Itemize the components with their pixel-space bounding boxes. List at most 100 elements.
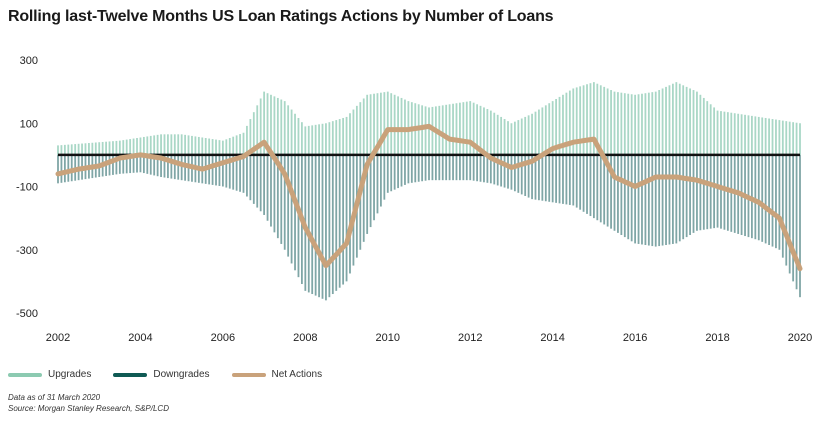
legend-swatch-net [231,372,266,377]
legend-label-upgrades: Upgrades [48,369,92,380]
bar-upgrades [689,88,691,155]
bar-downgrades [575,154,578,208]
bar-downgrades [788,154,791,274]
bar-upgrades [726,112,729,155]
bar-downgrades [136,154,138,173]
bar-downgrades [170,154,173,179]
bar-upgrades [448,104,451,155]
bar-downgrades [716,154,719,228]
bar-downgrades [366,154,369,234]
bar-upgrades [421,105,424,155]
bar-upgrades [67,144,70,155]
bar-downgrades [500,154,503,187]
bar-downgrades [617,154,619,233]
bar-upgrades [321,123,324,155]
bar-upgrades [215,139,217,155]
bar-downgrades [606,154,609,227]
bar-downgrades [472,154,475,181]
bar-downgrades [228,154,231,189]
bar-upgrades [218,140,221,155]
bar-downgrades [579,154,582,210]
bar-downgrades [689,154,691,235]
bar-upgrades [751,115,753,155]
bar-upgrades [623,93,626,155]
legend-item-downgrades: Downgrades [113,369,210,380]
x-tick-label: 2004 [128,332,152,344]
bar-upgrades [270,94,272,155]
bar-downgrades [294,154,296,271]
bar-upgrades [713,107,716,155]
bar-upgrades [197,136,200,155]
bar-upgrades [534,111,537,155]
bar-downgrades [290,154,293,264]
bar-upgrades [280,99,283,155]
bar-downgrades [720,154,722,229]
bar-upgrades [393,94,396,155]
bar-downgrades [318,154,320,298]
bar-upgrades [383,92,386,155]
bar-downgrades [184,154,187,181]
bar-upgrades [139,137,142,155]
bar-upgrades [716,110,719,155]
bar-upgrades [386,91,389,155]
bar-upgrades [668,85,671,155]
bar-downgrades [445,154,448,181]
bar-downgrades [771,154,774,247]
bar-upgrades [627,93,630,155]
bar-downgrades [180,154,183,181]
bar-upgrades [596,83,599,155]
bar-upgrades [249,119,252,155]
bar-downgrades [723,154,726,230]
bar-downgrades [709,154,712,229]
bar-upgrades [599,85,602,155]
bar-upgrades [455,103,458,155]
legend-label-downgrades: Downgrades [153,369,210,380]
bar-downgrades [781,154,784,258]
bar-upgrades [620,92,623,155]
bar-downgrades [57,154,59,184]
bar-upgrades [228,138,231,155]
bar-upgrades [479,105,482,155]
bar-downgrades [270,154,272,227]
chart-notes: Data as of 31 March 2020 Source: Morgan … [8,392,169,414]
bar-upgrades [445,104,448,155]
bar-downgrades [273,154,276,233]
bar-upgrades [757,116,760,155]
bar-upgrades [517,120,520,155]
bar-downgrades [122,154,125,174]
bar-upgrades [390,93,393,155]
bar-downgrades [321,154,324,299]
bar-upgrades [297,117,300,155]
bar-downgrades [527,154,530,198]
bar-upgrades [112,141,114,155]
bar-upgrades [311,125,314,155]
bar-upgrades [548,103,551,155]
bar-upgrades [146,136,149,155]
bar-upgrades [273,96,276,155]
bar-upgrades [283,101,286,155]
bar-upgrades [634,94,637,155]
bar-upgrades [239,134,241,155]
bar-downgrades [692,154,695,233]
bar-upgrades [256,105,259,155]
bar-upgrades [562,94,564,155]
bar-downgrades [483,154,485,183]
bar-downgrades [70,154,73,182]
bar-downgrades [610,154,612,229]
bar-upgrades [699,94,702,155]
x-tick-label: 2012 [458,332,482,344]
bar-upgrades [252,112,255,155]
bar-downgrades [548,154,551,202]
bar-upgrades [81,143,83,155]
bar-upgrades [737,113,740,155]
bar-upgrades [366,94,369,155]
bar-upgrades [685,86,688,155]
bar-downgrades [517,154,520,193]
bar-downgrades [603,154,606,225]
bar-upgrades [637,94,640,155]
bar-upgrades [582,85,585,155]
legend-item-upgrades: Upgrades [8,369,91,380]
bar-upgrades [74,144,77,155]
bar-upgrades [441,105,444,155]
bar-downgrades [562,154,564,204]
